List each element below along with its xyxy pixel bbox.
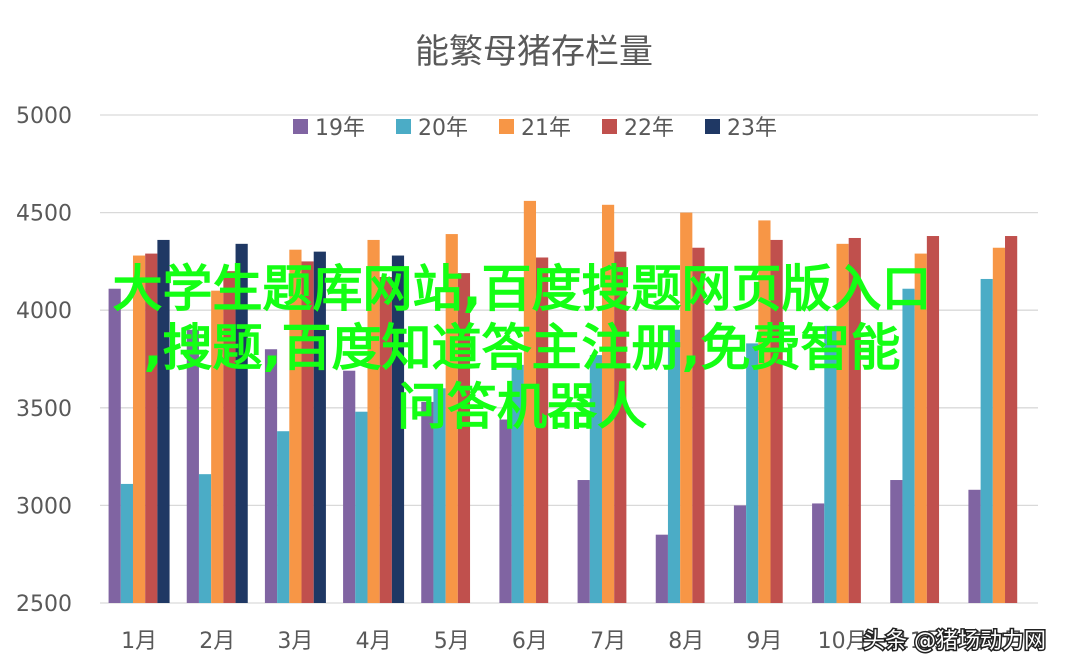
x-tick-label: 2月 bbox=[199, 629, 235, 654]
bar bbox=[511, 364, 524, 603]
bar bbox=[836, 243, 849, 603]
y-tick-label: 4000 bbox=[16, 299, 72, 324]
bar bbox=[1005, 236, 1018, 604]
bar bbox=[433, 388, 446, 603]
bar bbox=[980, 278, 993, 603]
bar bbox=[655, 534, 668, 603]
gridlines bbox=[100, 114, 1038, 604]
overlay-text-line: 大学生题库网站,百度搜题网页版入口 bbox=[113, 260, 932, 318]
bar bbox=[391, 255, 405, 603]
x-tick-label: 11月 bbox=[896, 629, 946, 654]
bar bbox=[926, 236, 940, 604]
bar bbox=[289, 249, 302, 604]
bar bbox=[301, 261, 314, 603]
overlay-text-line: ,搜题,百度知道答主注册,免费智能 bbox=[144, 319, 901, 377]
bar bbox=[812, 503, 825, 603]
y-tick-label: 4500 bbox=[16, 202, 72, 227]
bar bbox=[914, 253, 927, 604]
x-axis: 1月 2月 3月 4月 5月 6月 7月 8月 9月 10月 11月 12月 bbox=[121, 629, 1024, 654]
bar bbox=[746, 343, 759, 603]
bar bbox=[457, 273, 471, 603]
x-tick-label: 4月 bbox=[356, 629, 392, 654]
bar bbox=[421, 401, 434, 603]
bar bbox=[758, 220, 771, 603]
bar bbox=[367, 239, 380, 604]
bar bbox=[770, 239, 783, 604]
bar bbox=[536, 257, 549, 603]
x-tick-label: 3月 bbox=[277, 629, 313, 654]
bar bbox=[523, 200, 537, 603]
bar bbox=[157, 239, 170, 604]
x-tick-label: 1月 bbox=[121, 629, 157, 654]
bar bbox=[145, 253, 158, 604]
x-tick-label: 8月 bbox=[668, 629, 704, 654]
legend-swatch bbox=[499, 119, 514, 134]
bar bbox=[499, 419, 512, 603]
legend-label: 21年 bbox=[521, 116, 571, 141]
legend: 19年 20年 21年 22年 23年 bbox=[293, 116, 777, 141]
legend-swatch bbox=[396, 119, 411, 134]
y-axis: 2500 3000 3500 4000 4500 5000 bbox=[16, 104, 72, 617]
bar bbox=[211, 290, 224, 603]
legend-swatch bbox=[602, 119, 617, 134]
bar bbox=[680, 212, 693, 603]
source-credit: 头条 @猪场动力网 bbox=[863, 629, 1046, 654]
bar bbox=[235, 243, 248, 603]
bar bbox=[968, 489, 981, 603]
bar bbox=[667, 329, 681, 603]
legend-swatch bbox=[293, 119, 308, 134]
bar bbox=[890, 480, 903, 603]
x-tick-label: 12月 bbox=[974, 629, 1024, 654]
y-tick-label: 3500 bbox=[16, 397, 72, 422]
bar bbox=[198, 474, 212, 603]
x-tick-label: 7月 bbox=[590, 629, 626, 654]
bar bbox=[379, 277, 392, 603]
bar bbox=[902, 288, 915, 603]
y-tick-label: 5000 bbox=[16, 104, 72, 129]
x-tick-label: 9月 bbox=[746, 629, 782, 654]
bars bbox=[108, 200, 1018, 604]
overlay-text-line: 问答机器人 bbox=[397, 378, 647, 436]
bar bbox=[733, 505, 747, 603]
x-tick-label: 10月 bbox=[818, 629, 868, 654]
bar bbox=[992, 247, 1006, 603]
x-tick-label: 6月 bbox=[512, 629, 548, 654]
y-tick-label: 3000 bbox=[16, 494, 72, 519]
bar bbox=[848, 237, 861, 603]
legend-swatch bbox=[705, 119, 720, 134]
legend-label: 19年 bbox=[315, 116, 365, 141]
bar bbox=[264, 349, 278, 603]
bar bbox=[824, 325, 837, 603]
bar bbox=[313, 251, 326, 603]
bar bbox=[355, 411, 368, 603]
bar bbox=[614, 251, 627, 603]
bar bbox=[120, 483, 133, 603]
x-tick-label: 5月 bbox=[434, 629, 470, 654]
bar bbox=[343, 370, 356, 603]
bar bbox=[577, 480, 590, 603]
legend-label: 20年 bbox=[418, 116, 468, 141]
bar bbox=[186, 329, 199, 603]
chart-title: 能繁母猪存栏量 bbox=[415, 32, 653, 72]
bar bbox=[589, 355, 602, 603]
legend-label: 22年 bbox=[624, 116, 674, 141]
bar bbox=[223, 271, 236, 603]
bar bbox=[277, 431, 290, 603]
bar bbox=[445, 234, 458, 603]
bar bbox=[108, 288, 121, 603]
bar bbox=[692, 247, 705, 603]
legend-label: 23年 bbox=[727, 116, 777, 141]
bar bbox=[132, 255, 146, 603]
y-tick-label: 2500 bbox=[16, 592, 72, 617]
bar bbox=[601, 204, 615, 604]
